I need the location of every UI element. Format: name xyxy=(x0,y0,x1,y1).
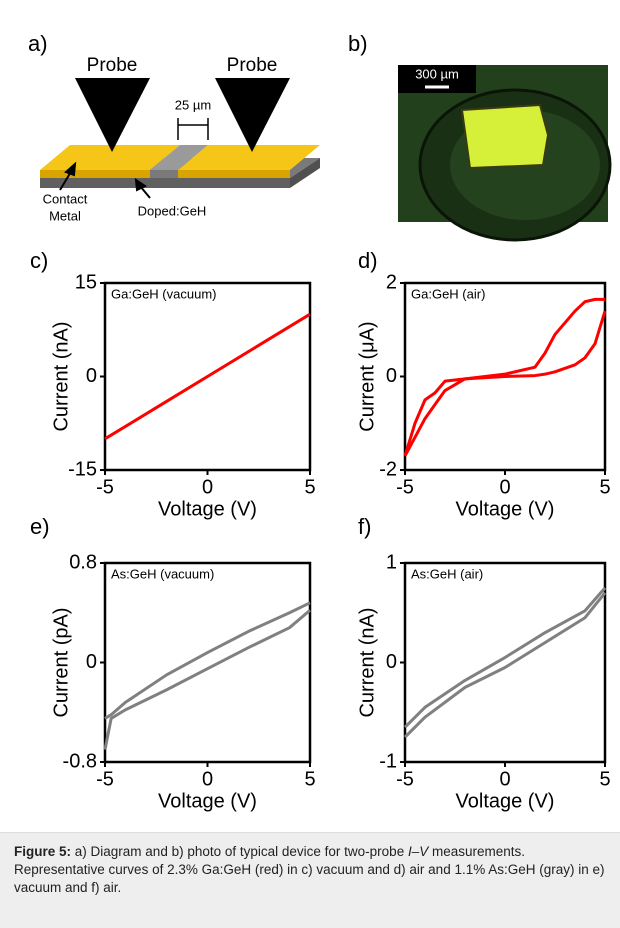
contact-pad xyxy=(178,145,320,170)
contact-label: Metal xyxy=(49,208,81,223)
y-tick-label: 0 xyxy=(386,365,397,387)
y-tick-label: 0 xyxy=(86,365,97,387)
x-tick-label: 0 xyxy=(202,476,213,498)
gap-label: 25 µm xyxy=(175,97,211,112)
x-axis-label: Voltage (V) xyxy=(456,790,555,812)
x-tick-label: 0 xyxy=(202,768,213,790)
panel-label: d) xyxy=(358,248,378,273)
scale-bar-label: 300 µm xyxy=(415,66,459,81)
caption-label: Figure 5: xyxy=(14,844,72,859)
curve xyxy=(403,586,607,729)
probe xyxy=(75,78,150,152)
y-tick-label: -0.8 xyxy=(63,750,97,772)
probe xyxy=(215,78,290,152)
plot-frame xyxy=(103,561,312,764)
caption: Figure 5: a) Diagram and b) photo of typ… xyxy=(0,832,620,928)
contact-label: Contact xyxy=(43,191,88,206)
curve xyxy=(104,601,311,720)
x-tick-label: 5 xyxy=(304,768,315,790)
panel-label: b) xyxy=(348,31,368,56)
panel-label: c) xyxy=(30,248,48,273)
substrate-end xyxy=(290,158,320,188)
y-tick-label: 2 xyxy=(386,271,397,293)
y-tick-label: 0.8 xyxy=(69,551,97,573)
probe-label: Probe xyxy=(227,55,278,76)
annotation: As:GeH (vacuum) xyxy=(111,566,214,581)
y-tick-label: 1 xyxy=(386,551,397,573)
y-tick-label: -1 xyxy=(379,750,397,772)
curve xyxy=(104,312,311,441)
annotation: Ga:GeH (vacuum) xyxy=(111,286,216,301)
x-axis-label: Voltage (V) xyxy=(158,498,257,520)
arrows xyxy=(59,161,151,199)
photo-flake xyxy=(460,103,550,170)
panel-label: e) xyxy=(30,514,50,539)
x-tick-label: -5 xyxy=(96,768,114,790)
curve xyxy=(403,297,605,457)
y-tick-label: 15 xyxy=(75,271,97,293)
curve xyxy=(403,310,607,457)
x-tick-label: 0 xyxy=(499,768,510,790)
contact-pad-side xyxy=(178,170,290,178)
figure: a) Probe Probe 25 µm Contact Metal Doped… xyxy=(28,31,612,812)
x-axis-label: Voltage (V) xyxy=(456,498,555,520)
plot-frame xyxy=(403,561,607,764)
curve xyxy=(403,591,607,739)
channel xyxy=(150,145,208,170)
panel-label: f) xyxy=(358,514,371,539)
annotation: As:GeH (air) xyxy=(411,566,483,581)
x-tick-label: 5 xyxy=(304,476,315,498)
y-tick-label: 0 xyxy=(386,651,397,673)
x-tick-label: 0 xyxy=(499,476,510,498)
x-tick-label: -5 xyxy=(396,768,414,790)
caption-text: measurements. Representative curves of 2… xyxy=(14,844,605,895)
y-tick-label: -15 xyxy=(68,458,97,480)
x-tick-label: 5 xyxy=(599,768,610,790)
caption-italic: I–V xyxy=(407,844,429,859)
x-tick-label: 5 xyxy=(599,476,610,498)
y-tick-label: 0 xyxy=(86,651,97,673)
contact-pad-side xyxy=(40,170,150,178)
caption-text: a) Diagram and b) photo of typical devic… xyxy=(74,844,405,859)
x-tick-label: -5 xyxy=(96,476,114,498)
y-axis-label: Current (pA) xyxy=(50,607,72,717)
probe-label: Probe xyxy=(87,55,138,76)
curve xyxy=(103,609,311,750)
annotation: Ga:GeH (air) xyxy=(411,286,485,301)
panel-label: a) xyxy=(28,31,48,56)
substrate-side xyxy=(40,178,290,188)
channel-label: Doped:GeH xyxy=(138,203,207,218)
y-axis-label: Current (nA) xyxy=(50,321,72,431)
x-axis-label: Voltage (V) xyxy=(158,790,257,812)
y-tick-label: -2 xyxy=(379,458,397,480)
gap-bracket xyxy=(177,118,209,140)
y-axis-label: Current (μA) xyxy=(356,321,378,431)
x-tick-label: -5 xyxy=(396,476,414,498)
y-axis-label: Current (nA) xyxy=(356,607,378,717)
